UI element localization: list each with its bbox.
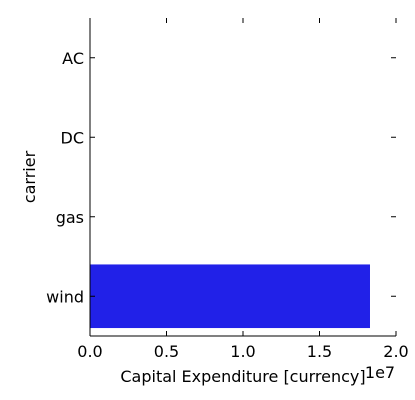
y-tick-label-AC: AC bbox=[62, 49, 84, 68]
x-tick-label-2: 1.0 bbox=[230, 342, 255, 361]
y-tick-label-gas: gas bbox=[56, 208, 84, 227]
y-tick-label-DC: DC bbox=[61, 128, 85, 147]
bars-group bbox=[90, 264, 370, 329]
ticks-group: AC DC gas wind 0.0 0.5 1.0 1.5 2.0 bbox=[46, 18, 409, 361]
y-tick-label-wind: wind bbox=[46, 287, 84, 306]
bar-wind bbox=[90, 264, 370, 329]
x-axis-label: Capital Expenditure [currency] bbox=[120, 367, 365, 386]
x-tick-label-0: 0.0 bbox=[77, 342, 102, 361]
x-axis-offset-label: 1e7 bbox=[365, 363, 395, 382]
y-axis-label: carrier bbox=[20, 150, 39, 203]
x-tick-label-3: 1.5 bbox=[307, 342, 332, 361]
x-tick-label-1: 0.5 bbox=[154, 342, 179, 361]
x-tick-label-4: 2.0 bbox=[383, 342, 408, 361]
